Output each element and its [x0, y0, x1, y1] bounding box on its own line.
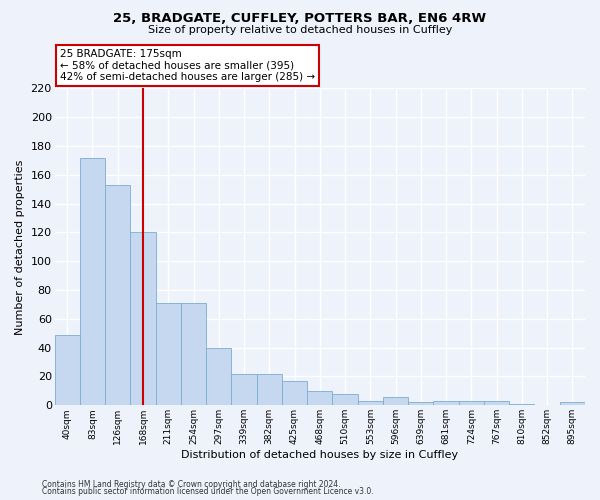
Bar	[433, 401, 459, 406]
Bar	[408, 402, 433, 406]
Bar	[282, 381, 307, 406]
Text: 25, BRADGATE, CUFFLEY, POTTERS BAR, EN6 4RW: 25, BRADGATE, CUFFLEY, POTTERS BAR, EN6 …	[113, 12, 487, 26]
X-axis label: Distribution of detached houses by size in Cuffley: Distribution of detached houses by size …	[181, 450, 458, 460]
Bar	[130, 232, 155, 406]
Bar	[383, 396, 408, 406]
Bar	[484, 401, 509, 406]
Bar	[206, 348, 232, 406]
Bar	[80, 158, 105, 406]
Bar	[560, 402, 585, 406]
Text: Size of property relative to detached houses in Cuffley: Size of property relative to detached ho…	[148, 25, 452, 35]
Bar	[358, 401, 383, 406]
Text: Contains HM Land Registry data © Crown copyright and database right 2024.: Contains HM Land Registry data © Crown c…	[42, 480, 341, 489]
Bar	[105, 185, 130, 406]
Bar	[155, 303, 181, 406]
Text: 25 BRADGATE: 175sqm
← 58% of detached houses are smaller (395)
42% of semi-detac: 25 BRADGATE: 175sqm ← 58% of detached ho…	[60, 49, 315, 82]
Bar	[181, 303, 206, 406]
Bar	[257, 374, 282, 406]
Bar	[332, 394, 358, 406]
Bar	[509, 404, 535, 406]
Bar	[307, 391, 332, 406]
Bar	[459, 401, 484, 406]
Bar	[55, 334, 80, 406]
Bar	[232, 374, 257, 406]
Text: Contains public sector information licensed under the Open Government Licence v3: Contains public sector information licen…	[42, 487, 374, 496]
Y-axis label: Number of detached properties: Number of detached properties	[15, 159, 25, 334]
